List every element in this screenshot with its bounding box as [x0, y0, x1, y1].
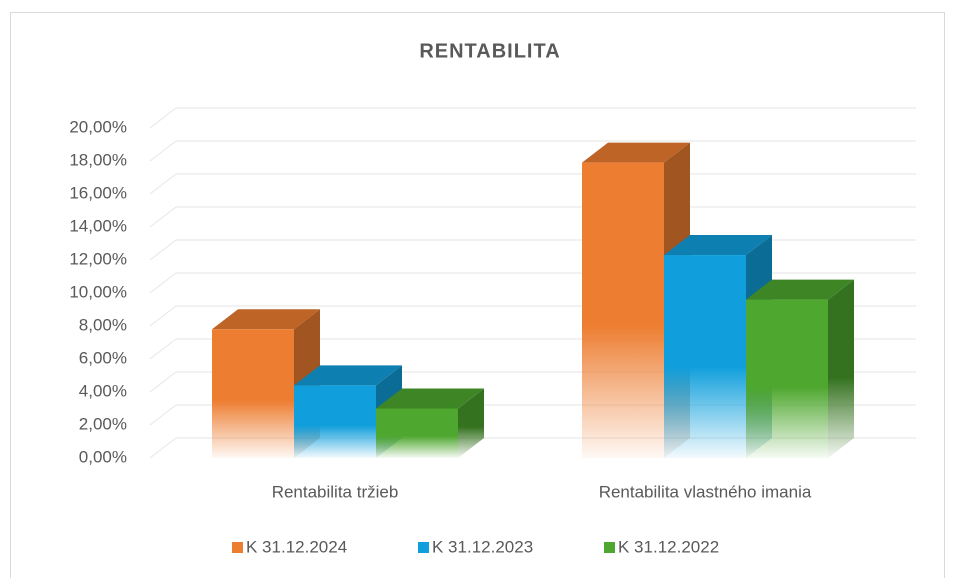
bar-top	[582, 142, 690, 163]
bar-top	[746, 279, 854, 300]
legend-label: K 31.12.2024	[246, 537, 347, 556]
bar-side	[458, 388, 484, 458]
y-tick-label: 2,00%	[79, 414, 127, 433]
legend-swatch	[232, 542, 243, 553]
legend-label: K 31.12.2023	[432, 537, 533, 556]
bar-top	[212, 309, 320, 330]
bar-front	[664, 255, 746, 458]
grid-line	[149, 140, 916, 162]
y-tick-label: 4,00%	[79, 381, 127, 400]
legend-swatch	[604, 542, 615, 553]
y-tick-label: 18,00%	[69, 150, 127, 169]
y-tick-label: 0,00%	[79, 447, 127, 466]
bar	[746, 279, 854, 458]
legend-label: K 31.12.2022	[618, 537, 719, 556]
y-tick-label: 12,00%	[69, 249, 127, 268]
bar-front	[294, 385, 376, 458]
bar-top	[376, 388, 484, 409]
bar-top	[664, 235, 772, 256]
x-tick-label: Rentabilita tržieb	[272, 482, 399, 501]
bar-top	[294, 365, 402, 386]
bar-front	[376, 408, 458, 458]
grid-line	[149, 107, 916, 129]
y-tick-label: 6,00%	[79, 348, 127, 367]
y-tick-label: 20,00%	[69, 117, 127, 136]
legend-swatch	[418, 542, 429, 553]
y-tick-label: 16,00%	[69, 183, 127, 202]
bar	[376, 388, 484, 458]
y-tick-label: 10,00%	[69, 282, 127, 301]
bar-front	[746, 299, 828, 458]
bar-side	[828, 279, 854, 458]
y-tick-label: 14,00%	[69, 216, 127, 235]
chart-title: RENTABILITA	[419, 40, 560, 62]
bar-front	[212, 329, 294, 458]
y-tick-label: 8,00%	[79, 315, 127, 334]
x-tick-label: Rentabilita vlastného imania	[599, 482, 812, 501]
bar-front	[582, 162, 664, 458]
